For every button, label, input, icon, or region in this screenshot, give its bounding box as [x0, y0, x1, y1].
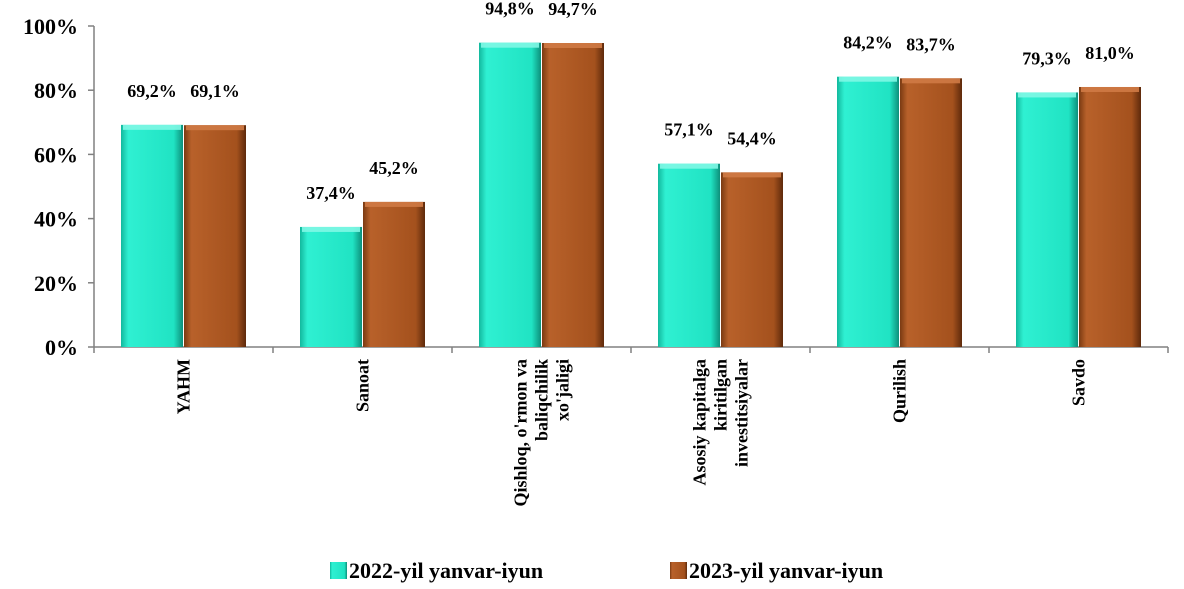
legend-label: 2022-yil yanvar-iyun: [349, 558, 543, 583]
bar: [184, 125, 246, 348]
y-tick-label: 40%: [34, 207, 78, 232]
bar-body: [363, 201, 425, 347]
y-tick-label: 80%: [34, 78, 78, 103]
category-label-line: Sanoat: [353, 359, 373, 412]
bar-body: [900, 78, 962, 347]
bar-bevel-top: [123, 124, 181, 130]
category-label-line: investitsiyalar: [732, 359, 752, 467]
bar: [721, 172, 783, 347]
data-label: 57,1%: [664, 120, 714, 140]
category-label-line: Qishloq, o'rmon va: [511, 359, 531, 507]
y-tick-label: 20%: [34, 271, 78, 296]
data-label: 37,4%: [306, 183, 356, 203]
bar: [1079, 86, 1141, 348]
bar: [300, 226, 362, 347]
y-tick-label: 100%: [23, 14, 78, 39]
bar-bevel-top: [902, 78, 960, 84]
category-label-line: xo'jaligi: [553, 359, 573, 421]
category-label: Savdo: [1069, 359, 1089, 406]
bar: [121, 124, 183, 347]
bar: [363, 201, 425, 347]
category-label-line: Qurilish: [890, 359, 910, 423]
category-label-line: kiritilgan: [711, 359, 731, 431]
bar: [837, 76, 899, 347]
data-labels: 69,2% 37,4% 94,8% 57,1% 84,2% 79,3% 69,1% 45,2%…: [127, 0, 1135, 203]
data-label: 79,3%: [1022, 48, 1072, 68]
legend-item: 2022-yil yanvar-iyun: [330, 558, 543, 583]
bar-bevel-top: [302, 226, 360, 232]
y-tick-label: 0%: [45, 335, 78, 360]
bar: [479, 42, 541, 347]
bar-bevel-top: [544, 43, 602, 49]
bar-body: [1016, 92, 1078, 348]
bar-body: [542, 43, 604, 347]
axes: [93, 26, 1168, 348]
bar-bevel-top: [839, 76, 897, 82]
bar: [900, 78, 962, 347]
category-label: Qurilish: [890, 359, 910, 423]
category-label: Asosiy kapitalgakiritilganinvestitsiyala…: [690, 359, 752, 486]
category-label-line: Savdo: [1069, 359, 1089, 406]
bar: [542, 43, 604, 347]
y-tick-label: 60%: [34, 142, 78, 167]
bar-bevel-top: [481, 42, 539, 48]
y-ticks: 0% 20% 40% 60% 80% 100%: [23, 14, 1169, 360]
category-label-line: baliqchilik: [532, 359, 552, 441]
legend: 2022-yil yanvar-iyun 2023-yil yanvar-iyun: [330, 558, 883, 583]
bar-body: [300, 226, 362, 347]
bar: [658, 163, 720, 347]
category-label: Sanoat: [353, 359, 373, 412]
legend-item: 2023-yil yanvar-iyun: [670, 558, 883, 583]
bar-bevel-top: [186, 125, 244, 131]
data-label: 69,1%: [190, 81, 240, 101]
bar-body: [721, 172, 783, 347]
bar-body: [121, 124, 183, 347]
bar: [1016, 92, 1078, 348]
bar-body: [837, 76, 899, 347]
data-label: 69,2%: [127, 81, 177, 101]
data-label: 45,2%: [369, 158, 419, 178]
data-label: 81,0%: [1085, 43, 1135, 63]
bar-body: [479, 42, 541, 347]
legend-label: 2023-yil yanvar-iyun: [689, 558, 883, 583]
data-label: 94,8%: [485, 0, 535, 19]
bar-bevel-top: [723, 172, 781, 178]
legend-swatch: [330, 562, 347, 579]
bar-bevel-top: [1018, 92, 1076, 98]
bar-body: [184, 125, 246, 348]
data-label: 54,4%: [727, 128, 777, 148]
category-label: Qishloq, o'rmon vabaliqchilikxo'jaligi: [511, 359, 573, 507]
bar-bevel-top: [365, 201, 423, 207]
data-label: 94,7%: [548, 0, 598, 19]
bar-bevel-top: [1081, 86, 1139, 92]
bar-body: [658, 163, 720, 347]
data-label: 83,7%: [906, 34, 956, 54]
bar-body: [1079, 86, 1141, 348]
category-labels: YAHM Sanoat Qishloq, o'rmon vabaliqchilikx…: [174, 359, 1089, 507]
category-label-line: Asosiy kapitalga: [690, 359, 710, 486]
legend-swatch: [670, 562, 687, 579]
bar-bevel-top: [660, 163, 718, 169]
category-label: YAHM: [174, 359, 194, 414]
data-label: 84,2%: [843, 33, 893, 53]
bars: [121, 42, 1141, 348]
category-label-line: YAHM: [174, 359, 194, 414]
